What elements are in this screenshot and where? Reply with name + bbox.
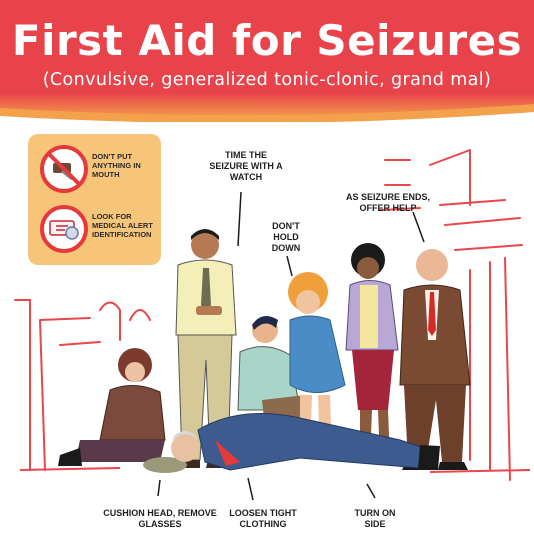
- callout-offer-help: AS SEIZURE ENDS, OFFER HELP: [345, 192, 430, 213]
- tip-dont-put-anything-in-mouth: DON'T PUT ANYTHING IN MOUTH: [34, 140, 156, 196]
- tip-label: DON'T PUT ANYTHING IN MOUTH: [92, 152, 141, 179]
- tip-label: LOOK FOR MEDICAL ALERT IDENTIFICATION: [92, 212, 153, 239]
- person-older-man-suit: [399, 249, 471, 470]
- callout-pointers: [157, 191, 425, 501]
- callout-cushion-head: CUSHION HEAD, REMOVE GLASSES: [103, 508, 217, 529]
- header-banner: First Aid for Seizures (Convulsive, gene…: [0, 0, 534, 122]
- callout-turn-on-side: TURN ON SIDE: [354, 508, 396, 529]
- no-object-in-mouth-icon: [40, 145, 88, 193]
- person-offering-help-woman: [345, 243, 399, 460]
- background-sketch: [14, 149, 523, 481]
- tips-panel: DON'T PUT ANYTHING IN MOUTH LOOK FOR MED…: [28, 134, 161, 265]
- callout-loosen-clothing: LOOSEN TIGHT CLOTHING: [229, 508, 297, 529]
- page-subtitle: (Convulsive, generalized tonic-clonic, g…: [42, 70, 492, 90]
- callout-time-seizure: TIME THE SEIZURE WITH A WATCH: [209, 150, 283, 182]
- callout-dont-hold-down: DON'T HOLD DOWN: [271, 221, 301, 253]
- medical-alert-id-icon: [40, 205, 88, 253]
- page-title: First Aid for Seizures: [11, 16, 523, 65]
- person-cushioning-head-woman: [58, 348, 166, 466]
- person-having-seizure: [143, 413, 440, 473]
- header-background: [0, 0, 534, 122]
- tip-look-for-medical-alert: LOOK FOR MEDICAL ALERT IDENTIFICATION: [34, 200, 156, 256]
